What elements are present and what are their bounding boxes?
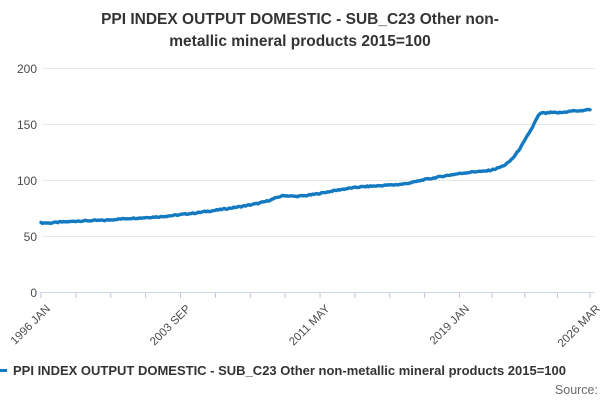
legend-label: PPI INDEX OUTPUT DOMESTIC - SUB_C23 Othe…	[13, 363, 567, 378]
chart-title-line1: PPI INDEX OUTPUT DOMESTIC - SUB_C23 Othe…	[101, 11, 499, 28]
source-label: Source:	[554, 383, 598, 397]
y-axis-label: 200	[16, 61, 37, 76]
y-axis-label: 150	[16, 117, 37, 132]
chart-title-line2: metallic mineral products 2015=100	[169, 33, 431, 50]
gridlines	[40, 68, 595, 293]
x-axis-ticks	[40, 293, 591, 298]
legend-line-marker	[0, 368, 7, 373]
chart-title: PPI INDEX OUTPUT DOMESTIC - SUB_C23 Othe…	[0, 9, 600, 53]
series-line	[39, 107, 592, 226]
y-axis-label: 50	[23, 229, 37, 244]
legend-item[interactable]: PPI INDEX OUTPUT DOMESTIC - SUB_C23 Othe…	[0, 363, 566, 378]
y-axis-label: 100	[16, 173, 37, 188]
y-axis-label: 0	[30, 285, 37, 300]
